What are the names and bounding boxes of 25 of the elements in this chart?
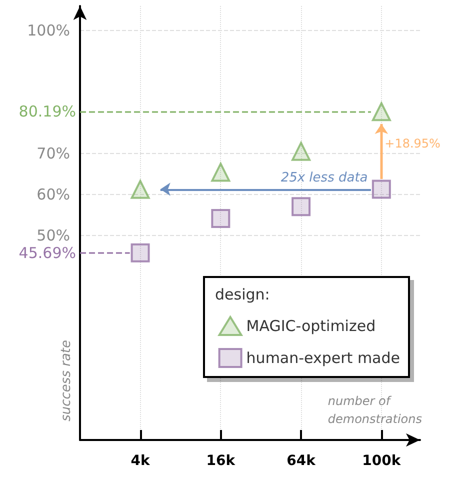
ref-line-label: 45.69%: [18, 244, 76, 262]
point: [130, 180, 150, 199]
annotation: +18.95%: [384, 136, 440, 150]
legend-label: human-expert made: [246, 349, 400, 367]
point: [130, 243, 150, 262]
point: [372, 102, 391, 122]
y-tick-label: 100%: [27, 22, 70, 40]
y-tick-label: 70%: [36, 144, 70, 162]
point: [292, 142, 311, 161]
point: [211, 162, 230, 182]
x-tick-label: 4k: [130, 453, 150, 469]
point: [292, 197, 311, 216]
y-tick-label: 60%: [36, 185, 70, 204]
ref-line-label: 80.19%: [18, 102, 76, 121]
x-tick-label: 16k: [206, 453, 236, 469]
x-axis-title: number of demonstrations: [328, 394, 422, 426]
y-tick-label: 50%: [36, 226, 70, 244]
point: [372, 180, 391, 199]
point: [211, 208, 230, 228]
x-tick-label: 64k: [286, 453, 316, 469]
y-axis-title: success rate: [59, 340, 74, 422]
annotation: 25x less data: [280, 170, 368, 186]
x-tick-label: 100k: [362, 453, 402, 469]
legend-label: MAGIC-optimized: [246, 317, 376, 335]
legend-title: design:: [215, 286, 270, 304]
